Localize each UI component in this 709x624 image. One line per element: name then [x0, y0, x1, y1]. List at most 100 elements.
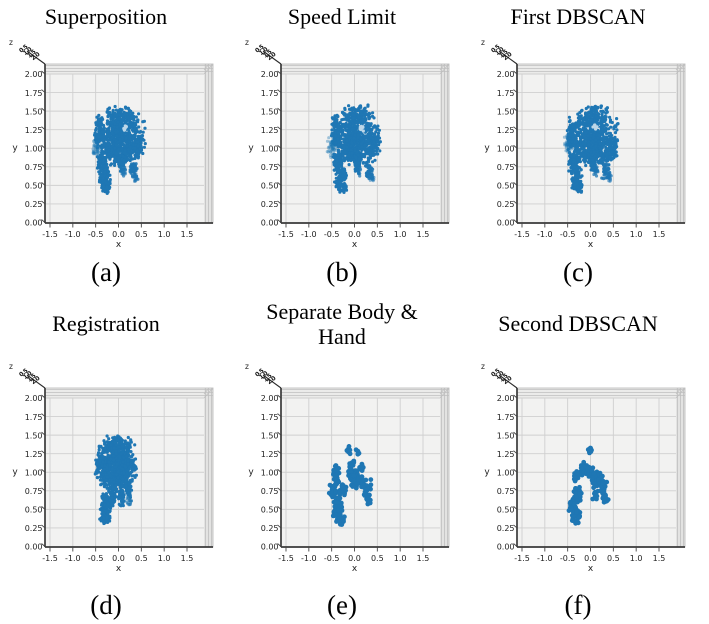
- svg-text:1.5: 1.5: [181, 230, 194, 239]
- svg-text:0.25: 0.25: [25, 524, 43, 533]
- svg-text:1.00: 1.00: [497, 144, 515, 153]
- x-axis-labels: -1.5 -1.0 -0.5 0.0 0.5 1.0 1.5x: [278, 547, 429, 574]
- y-axis-labels: 2.001.751.501.251.000.750.500.250.00y: [484, 394, 518, 552]
- y-axis-labels: 2.001.751.501.251.000.750.500.250.00y: [248, 70, 282, 228]
- svg-text:0.75: 0.75: [261, 163, 279, 172]
- subplot-e-plot: 2.00 1.75 1.50 1.25 1.00 0.75 0.50 0.25 0.00 y -1.…: [236, 358, 472, 578]
- scatter-points: [326, 444, 374, 527]
- svg-text:2.00: 2.00: [261, 70, 279, 79]
- svg-text:1.00: 1.00: [261, 144, 279, 153]
- z-axis-scribble: z 0.51.01.52.0: [481, 38, 518, 65]
- subplot-a-title: Superposition: [0, 0, 212, 34]
- svg-text:-1.5: -1.5: [42, 230, 58, 239]
- svg-text:1.50: 1.50: [497, 107, 515, 116]
- plot-svg-(f): 2.001.751.501.251.000.750.500.250.00y-1.…: [481, 362, 686, 574]
- svg-text:1.5: 1.5: [262, 48, 273, 59]
- svg-text:0.5: 0.5: [135, 230, 148, 239]
- subplot-b-plot: 2.00 1.75 1.50 1.25 1.00 0.75 0.50 0.25 0.00 y -1.…: [236, 34, 472, 254]
- svg-text:0.00: 0.00: [497, 219, 515, 228]
- subplot-c-title: First DBSCAN: [472, 0, 684, 34]
- z-axis-title: z: [481, 362, 485, 371]
- svg-text:1.5: 1.5: [26, 372, 37, 383]
- plot-svg-(a): 2.00 1.75 1.50 1.25 1.00 0.75 0.50 0.25 0.00 y -1.…: [9, 38, 214, 250]
- subplot-e-caption: (e): [327, 590, 357, 620]
- svg-text:2.0: 2.0: [502, 51, 513, 62]
- svg-text:1.5: 1.5: [26, 48, 37, 59]
- svg-text:1.0: 1.0: [22, 370, 33, 381]
- svg-text:0.5: 0.5: [371, 230, 384, 239]
- subplot-d-caption: (d): [90, 590, 122, 620]
- svg-text:0.0: 0.0: [584, 230, 597, 239]
- svg-text:-1.0: -1.0: [65, 230, 81, 239]
- svg-text:2.0: 2.0: [266, 51, 277, 62]
- svg-text:0.5: 0.5: [254, 43, 265, 54]
- svg-text:0.00: 0.00: [261, 219, 279, 228]
- z-axis-title: z: [245, 38, 249, 47]
- z-axis-title: z: [245, 362, 249, 371]
- svg-text:-0.5: -0.5: [324, 230, 340, 239]
- y-axis-title: y: [248, 467, 254, 477]
- x-axis-labels: -1.5 -1.0 -0.5 0.0 0.5 1.0 1.5x: [278, 223, 429, 250]
- svg-text:-1.0: -1.0: [301, 230, 317, 239]
- svg-text:0.5: 0.5: [18, 43, 29, 54]
- svg-text:-1.5: -1.5: [514, 230, 530, 239]
- plot-panel: [516, 387, 686, 548]
- svg-text:0.0: 0.0: [112, 554, 125, 563]
- x-axis-title: x: [588, 240, 594, 250]
- subplot-e: Separate Body & Hand 2.00 1.75 1.50 1.25 1.0…: [236, 290, 472, 624]
- svg-text:0.25: 0.25: [25, 200, 43, 209]
- subplot-e-title: Separate Body & Hand: [236, 290, 448, 358]
- svg-text:1.50: 1.50: [25, 431, 43, 440]
- svg-text:-0.5: -0.5: [88, 230, 104, 239]
- subplot-d-plot: 2.00 1.75 1.50 1.25 1.00 0.75 0.50 0.25 0.00 y -1.…: [0, 358, 236, 578]
- x-axis-labels: -1.5 -1.0 -0.5 0.0 0.5 1.0 1.5x: [42, 223, 193, 250]
- x-axis-labels: -1.5 -1.0 -0.5 0.0 0.5 1.0 1.5x: [514, 223, 665, 250]
- grid-lines: [517, 397, 676, 547]
- svg-text:1.00: 1.00: [25, 468, 43, 477]
- x-axis-title: x: [588, 564, 594, 574]
- y-axis-title: y: [484, 143, 490, 153]
- y-axis-labels: 2.001.751.501.251.000.750.500.250.00y: [12, 394, 46, 552]
- z-axis-title: z: [9, 38, 13, 47]
- x-axis-labels: -1.5 -1.0 -0.5 0.0 0.5 1.0 1.5x: [514, 547, 665, 574]
- subplot-a-title-text: Superposition: [44, 4, 168, 30]
- svg-text:0.00: 0.00: [25, 219, 43, 228]
- z-axis-title: z: [9, 362, 13, 371]
- svg-text:0.25: 0.25: [261, 200, 279, 209]
- y-axis-labels: 2.001.751.501.251.000.750.500.250.00y: [484, 70, 518, 228]
- subplot-c-plot: 2.00 1.75 1.50 1.25 1.00 0.75 0.50 0.25 0.00 y -1.…: [472, 34, 708, 254]
- svg-text:1.50: 1.50: [25, 107, 43, 116]
- svg-text:0.25: 0.25: [497, 200, 515, 209]
- subplot-b-title-text: Speed Limit: [287, 4, 397, 30]
- svg-text:-1.5: -1.5: [278, 230, 294, 239]
- scatter-points: [93, 434, 138, 526]
- svg-text:-1.0: -1.0: [537, 230, 553, 239]
- svg-text:-0.5: -0.5: [88, 554, 104, 563]
- x-axis-title: x: [352, 564, 358, 574]
- plot-svg-(b): 2.00 1.75 1.50 1.25 1.00 0.75 0.50 0.25 0.00 y -1.…: [245, 38, 450, 250]
- svg-text:0.0: 0.0: [348, 230, 361, 239]
- svg-text:1.5: 1.5: [417, 230, 430, 239]
- svg-text:0.5: 0.5: [18, 367, 29, 378]
- svg-text:1.0: 1.0: [22, 46, 33, 57]
- svg-text:1.5: 1.5: [498, 48, 509, 59]
- y-axis-title: y: [12, 143, 18, 153]
- subplot-c-caption: (c): [563, 257, 593, 287]
- svg-text:2.00: 2.00: [25, 394, 43, 403]
- svg-text:0.75: 0.75: [25, 487, 43, 496]
- svg-text:1.0: 1.0: [258, 46, 269, 57]
- scatter-points: [562, 104, 620, 194]
- scatter-points: [325, 103, 382, 194]
- subplot-f-title-text: Second DBSCAN: [498, 311, 658, 337]
- subplot-b-caption: (b): [326, 257, 358, 287]
- svg-text:1.25: 1.25: [261, 126, 279, 135]
- svg-text:0.5: 0.5: [490, 43, 501, 54]
- svg-text:0.00: 0.00: [25, 543, 43, 552]
- svg-text:0.50: 0.50: [261, 182, 279, 191]
- subplot-f: Second DBSCAN 2.00 1.75 1.50 1.25 1.00 0.75 0.…: [472, 290, 708, 624]
- svg-text:1.25: 1.25: [25, 126, 43, 135]
- svg-text:1.0: 1.0: [158, 230, 171, 239]
- x-axis-title: x: [116, 240, 122, 250]
- svg-text:1.0: 1.0: [394, 230, 407, 239]
- z-axis-scribble: z 0.51.01.52.0: [9, 362, 46, 389]
